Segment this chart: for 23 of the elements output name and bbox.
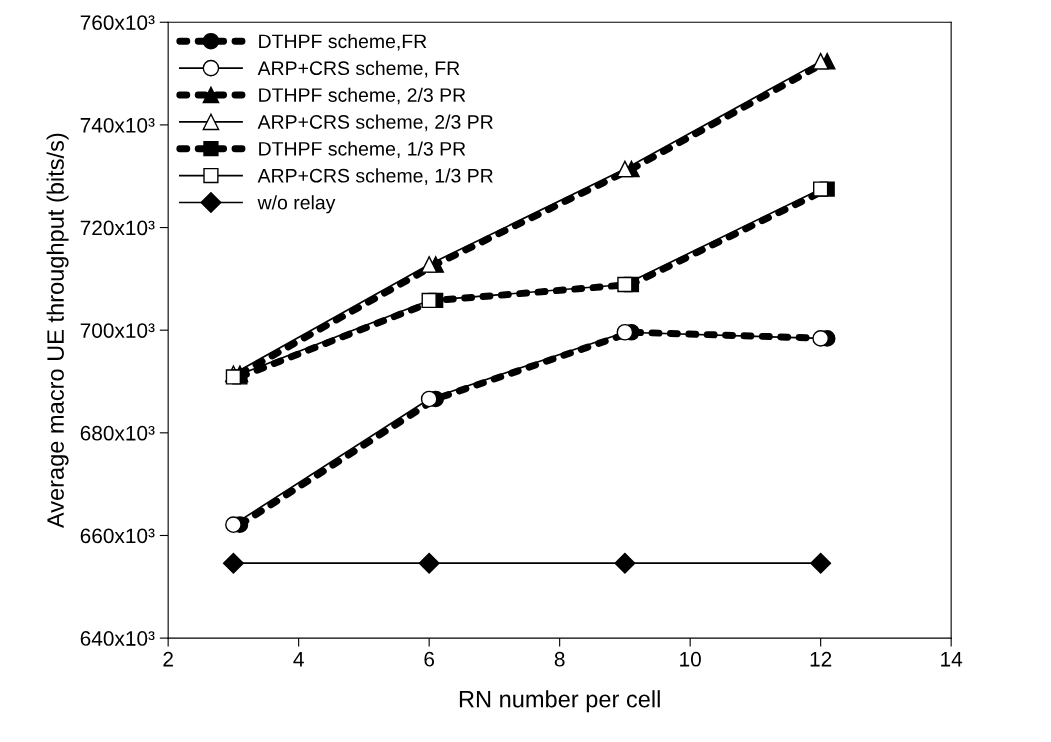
legend-label: w/o relay xyxy=(257,195,336,214)
y-tick-label: 720x10³ xyxy=(80,220,155,236)
x-tick-label: 2 xyxy=(163,651,173,667)
y-tick-label: 760x10³ xyxy=(80,15,155,31)
y-tick-label: 640x10³ xyxy=(80,631,155,646)
x-tick-label: 6 xyxy=(424,651,435,667)
legend-label: DTHPF scheme, 1/3 PR xyxy=(259,141,466,159)
y-tick-label: 700x10³ xyxy=(80,323,155,338)
legend-label: ARP+CRS scheme, 2/3 PR xyxy=(257,114,493,132)
legend-label: DTHPF scheme, 2/3 PR xyxy=(259,87,466,105)
legend-label: ARP+CRS scheme, FR xyxy=(257,60,460,78)
legend-label: DTHPF scheme,FR xyxy=(259,33,427,51)
x-tick-label: 14 xyxy=(941,652,963,667)
x-tick-label: 10 xyxy=(680,651,701,667)
x-tick-label: 4 xyxy=(293,652,304,667)
x-axis-title: RN number per cell xyxy=(459,690,660,713)
legend-label: ARP+CRS scheme, 1/3 PR xyxy=(257,168,493,185)
y-tick-label: 660x10³ xyxy=(80,528,155,544)
x-tick-label: 12 xyxy=(810,651,832,667)
y-axis-title: Average macro UE throughput (bits/s) xyxy=(46,133,69,529)
y-tick-label: 680x10³ xyxy=(80,425,155,441)
y-tick-label: 740x10³ xyxy=(80,117,155,133)
x-tick-label: 8 xyxy=(554,651,565,667)
